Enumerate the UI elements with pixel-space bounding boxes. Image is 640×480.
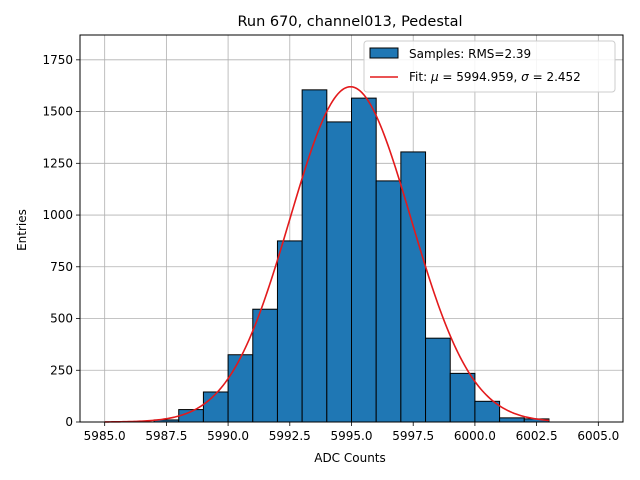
histogram-bar bbox=[276, 240, 303, 423]
legend-swatch-samples bbox=[369, 47, 399, 59]
x-tick-label: 5992.5 bbox=[269, 429, 311, 443]
y-tick-label: 1750 bbox=[42, 53, 73, 67]
histogram-bar bbox=[425, 337, 451, 423]
histogram-bar bbox=[351, 97, 377, 423]
histogram-bar bbox=[375, 180, 402, 423]
histogram-bar bbox=[326, 121, 352, 423]
y-tick-label: 250 bbox=[50, 363, 73, 377]
histogram-bar bbox=[499, 417, 525, 423]
y-tick-label: 1500 bbox=[42, 105, 73, 119]
y-tick-label: 750 bbox=[50, 260, 73, 274]
x-tick-label: 5997.5 bbox=[392, 429, 434, 443]
histogram-bar bbox=[252, 308, 278, 423]
chart-title: Run 670, channel013, Pedestal bbox=[237, 14, 462, 30]
fit-curve-layer bbox=[104, 85, 550, 423]
x-tick-label: 5985.0 bbox=[84, 429, 126, 443]
histogram-bar bbox=[202, 391, 229, 423]
y-tick-label: 0 bbox=[65, 415, 73, 429]
x-axis-label: ADC Counts bbox=[314, 451, 386, 465]
legend-fit-sigma-value: = 2.452 bbox=[529, 70, 581, 84]
histogram-bars bbox=[153, 89, 550, 423]
x-tick-label: 6002.5 bbox=[516, 429, 558, 443]
y-tick-label: 500 bbox=[50, 312, 73, 326]
histogram-bar bbox=[449, 372, 476, 423]
histogram-bar bbox=[227, 354, 254, 423]
y-tick-label: 1250 bbox=[42, 156, 73, 170]
x-tick-label: 5987.5 bbox=[145, 429, 187, 443]
x-axis-ticks: 5985.0 5987.5 5990.0 5992.5 5995.0 5997.5 6000… bbox=[84, 422, 619, 443]
legend-fit-sigma-symbol: σ bbox=[521, 70, 529, 84]
histogram-bar bbox=[301, 89, 328, 423]
x-tick-label: 6005.0 bbox=[577, 429, 619, 443]
y-axis-ticks: 0 250 500 750 1000 1250 1500 1750 bbox=[42, 53, 80, 429]
histogram-bar bbox=[474, 400, 501, 423]
x-tick-label: 5990.0 bbox=[207, 429, 249, 443]
legend-fit-mu-symbol: μ bbox=[430, 70, 439, 84]
y-tick-label: 1000 bbox=[42, 208, 73, 222]
legend-label-samples: Samples: RMS=2.39 bbox=[409, 47, 531, 61]
legend-fit-mu-value: = 5994.959, bbox=[439, 70, 522, 84]
legend-label-fit: Fit: μ = 5994.959, σ = 2.452 bbox=[409, 70, 581, 84]
legend: Samples: RMS=2.39 Fit: μ = 5994.959, σ =… bbox=[363, 40, 616, 93]
x-tick-label: 5995.0 bbox=[331, 429, 373, 443]
y-axis-label: Entries bbox=[15, 209, 29, 251]
legend-box bbox=[363, 40, 616, 93]
legend-fit-prefix: Fit: bbox=[409, 70, 431, 84]
histogram-bar bbox=[400, 151, 427, 423]
gaussian-fit-curve bbox=[104, 85, 550, 423]
x-tick-label: 6000.0 bbox=[454, 429, 496, 443]
